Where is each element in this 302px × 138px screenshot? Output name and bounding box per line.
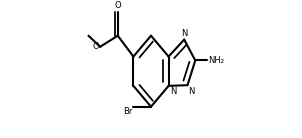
Text: N: N: [188, 87, 194, 96]
Text: N: N: [170, 87, 177, 96]
Text: O: O: [114, 1, 121, 10]
Text: N: N: [182, 29, 188, 38]
Text: O: O: [92, 42, 99, 51]
Text: NH₂: NH₂: [208, 56, 224, 65]
Text: Br: Br: [124, 107, 133, 116]
